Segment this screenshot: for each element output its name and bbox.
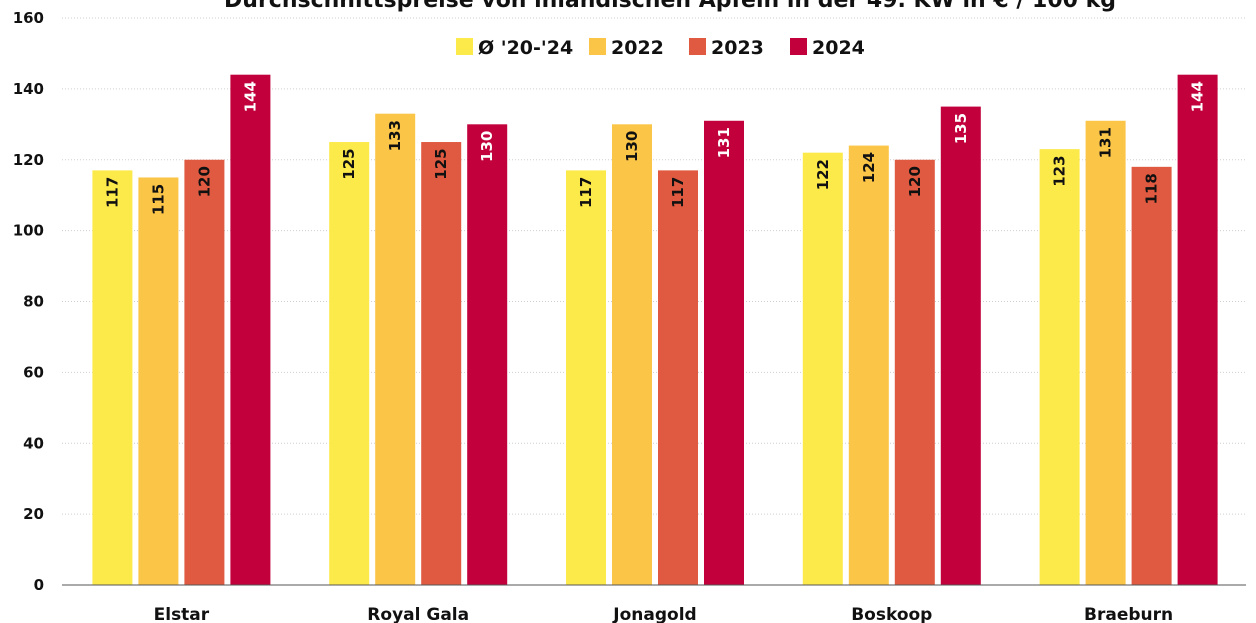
- bar-value-label: 131: [1097, 127, 1115, 158]
- bar-value-label: 117: [669, 177, 687, 208]
- bar-royal-gala-3: [467, 124, 508, 585]
- bar-value-label: 120: [906, 166, 924, 197]
- x-category-label: Jonagold: [612, 605, 696, 623]
- x-category-label: Braeburn: [1084, 605, 1173, 623]
- bar-royal-gala-0: [329, 142, 370, 585]
- bar-value-label: 118: [1143, 173, 1161, 204]
- x-category-label: Boskoop: [851, 605, 932, 623]
- chart-title: Durchschnittspreise von inländischen Äpf…: [224, 0, 1116, 13]
- bar-boskoop-1: [848, 145, 889, 585]
- bar-jonagold-3: [704, 120, 744, 586]
- bar-elstar-1: [138, 177, 179, 585]
- bar-jonagold-2: [658, 170, 698, 585]
- y-axis-ticks: 0 20 40 60 80 100 120 140 160: [13, 9, 44, 594]
- y-tick-label: 40: [23, 434, 44, 452]
- bar-value-label: 124: [860, 152, 878, 183]
- legend-swatch: [689, 38, 706, 55]
- x-category-label: Royal Gala: [367, 605, 469, 623]
- y-tick-label: 140: [13, 80, 44, 98]
- bar-value-label: 122: [814, 159, 832, 190]
- legend-swatch: [589, 38, 606, 55]
- legend-label: 2023: [711, 37, 764, 59]
- bar-value-label: 130: [623, 131, 641, 162]
- bar-braeburn-2: [1131, 166, 1172, 585]
- bar-boskoop-0: [802, 152, 843, 585]
- bar-value-label: 131: [715, 127, 733, 158]
- y-tick-label: 20: [23, 505, 44, 523]
- y-tick-label: 60: [23, 363, 44, 381]
- bar-elstar-0: [92, 170, 133, 585]
- y-tick-label: 100: [13, 222, 44, 240]
- legend-label: 2024: [812, 37, 865, 59]
- bars: [92, 74, 1218, 586]
- data-labels: 117 115 120 144 125 133 125 130 117 130 117 131 122 1…: [103, 81, 1206, 215]
- bar-value-label: 123: [1051, 155, 1069, 186]
- x-category-label: Elstar: [154, 605, 210, 623]
- legend: Ø '20-'24 2022 2023 2024: [456, 37, 865, 59]
- legend-swatch: [790, 38, 807, 55]
- bar-value-label: 115: [149, 184, 167, 215]
- bar-jonagold-0: [566, 170, 606, 585]
- bar-jonagold-1: [612, 124, 652, 585]
- bar-braeburn-3: [1177, 74, 1218, 585]
- bar-value-label: 144: [1189, 81, 1207, 112]
- legend-label: 2022: [611, 37, 664, 59]
- bar-elstar-2: [184, 159, 225, 585]
- bar-value-label: 125: [340, 148, 358, 179]
- y-tick-label: 160: [13, 9, 44, 27]
- bar-value-label: 133: [386, 120, 404, 151]
- gridlines: [62, 17, 1246, 515]
- y-tick-label: 80: [23, 293, 44, 311]
- y-tick-label: 0: [34, 576, 44, 594]
- bar-braeburn-1: [1085, 120, 1126, 586]
- bar-value-label: 117: [103, 177, 121, 208]
- bar-value-label: 144: [241, 81, 259, 112]
- bar-value-label: 130: [478, 131, 496, 162]
- bar-boskoop-2: [894, 159, 935, 585]
- bar-value-label: 117: [577, 177, 595, 208]
- bar-value-label: 125: [432, 148, 450, 179]
- bar-royal-gala-1: [375, 113, 416, 586]
- bar-value-label: 120: [195, 166, 213, 197]
- legend-label: Ø '20-'24: [478, 37, 573, 59]
- bar-elstar-3: [230, 74, 271, 585]
- bar-braeburn-0: [1039, 149, 1080, 585]
- x-axis-categories: Elstar Royal Gala Jonagold Boskoop Braeburn: [154, 605, 1174, 623]
- legend-swatch: [456, 38, 473, 55]
- bar-boskoop-3: [940, 106, 981, 585]
- y-tick-label: 120: [13, 151, 44, 169]
- bar-royal-gala-2: [421, 142, 462, 585]
- bar-value-label: 135: [952, 113, 970, 144]
